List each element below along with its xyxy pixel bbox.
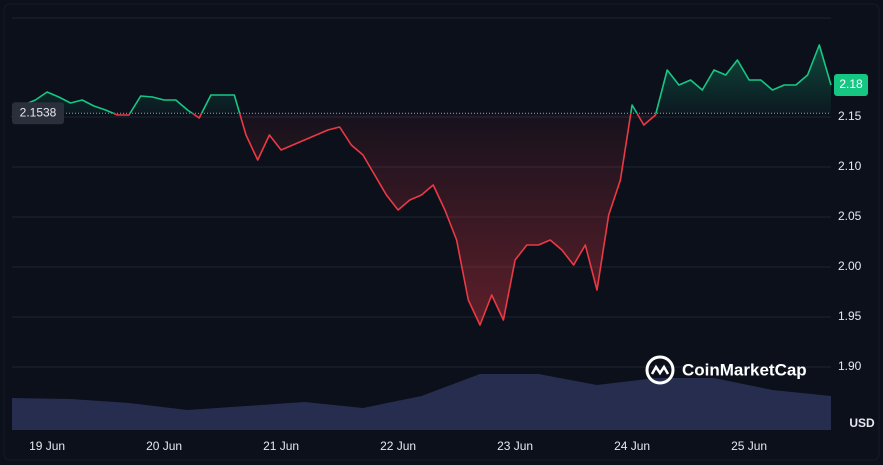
- y-tick-label: 2.10: [838, 159, 862, 173]
- brand: CoinMarketCap: [682, 360, 807, 379]
- panel-border: [3, 3, 880, 461]
- x-tick-label: 21 Jun: [263, 439, 299, 453]
- grid: [12, 17, 831, 368]
- y-tick-label: 1.90: [838, 359, 862, 373]
- watermark: CoinMarketCap: [645, 355, 807, 385]
- x-tick-label: 19 Jun: [29, 439, 65, 453]
- y-tick-label: 2.05: [838, 209, 862, 223]
- x-tick-label: 24 Jun: [614, 439, 650, 453]
- reference-label: 2.1538: [20, 105, 57, 119]
- volume-area: [12, 374, 831, 430]
- last-value-label: 2.18: [839, 77, 863, 91]
- y-tick-label: 2.15: [838, 109, 862, 123]
- logo-mark: [650, 364, 670, 376]
- x-tick-label: 25 Jun: [731, 439, 767, 453]
- y-tick-label: 2.00: [838, 259, 862, 273]
- price-area: [12, 45, 831, 325]
- last-value-badge: [834, 74, 868, 96]
- y-tick-label: 1.95: [838, 309, 862, 323]
- price-line: [11, 44, 832, 326]
- x-tick-label: 22 Jun: [380, 439, 416, 453]
- volume: [12, 374, 831, 430]
- plot: [11, 44, 832, 326]
- reference-badge: [12, 102, 64, 125]
- currency-label: USD: [849, 416, 875, 430]
- logo: [645, 355, 675, 385]
- x-tick-label: 20 Jun: [146, 439, 182, 453]
- x-tick-label: 23 Jun: [497, 439, 533, 453]
